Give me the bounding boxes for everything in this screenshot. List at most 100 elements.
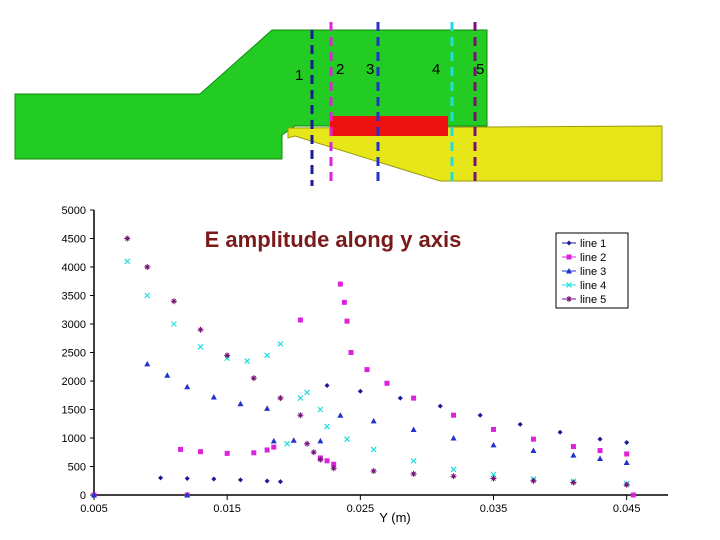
- data-point: [410, 457, 417, 464]
- y-tick-label: 0: [80, 490, 86, 502]
- data-point: [557, 429, 563, 435]
- data-point: [570, 479, 577, 486]
- data-point: [324, 458, 330, 464]
- line-number-2: 2: [336, 61, 344, 78]
- chart: 0 500 1000 1500 2000 2500 3000 3500 4000 4500 5000…: [62, 205, 668, 525]
- data-point: [250, 375, 257, 382]
- series-1: [158, 383, 630, 485]
- data-point: [410, 470, 417, 477]
- series-5: [124, 235, 630, 488]
- data-point: [451, 412, 457, 418]
- data-point: [324, 383, 330, 389]
- y-tick-label: 3000: [62, 319, 86, 331]
- data-point: [324, 423, 330, 430]
- data-point: [370, 417, 377, 424]
- data-point: [344, 436, 350, 443]
- data-point: [317, 406, 324, 413]
- data-point: [184, 383, 191, 390]
- data-point: [277, 341, 284, 347]
- data-point: [624, 451, 630, 457]
- data-point: [344, 318, 350, 324]
- data-point: [210, 393, 217, 400]
- data-point: [144, 292, 151, 299]
- cross-section-diagram: 1 2 3 4 5: [14, 22, 663, 186]
- data-point: [178, 446, 184, 452]
- data-point: [597, 448, 603, 454]
- y-tick-label: 1500: [62, 405, 86, 417]
- data-point: [224, 450, 230, 456]
- data-point: [158, 475, 164, 481]
- data-point: [623, 481, 630, 488]
- x-ticks: 0.005 0.015 0.025 0.035 0.045: [80, 495, 640, 515]
- data-point: [264, 352, 271, 359]
- data-point: [284, 440, 291, 447]
- x-tick-label: 0.025: [347, 503, 375, 515]
- legend-marker: [566, 296, 572, 302]
- series-2: [91, 281, 636, 498]
- data-point: [310, 449, 317, 456]
- data-point: [517, 421, 523, 427]
- data-point: [337, 281, 343, 287]
- data-point: [277, 479, 283, 485]
- data-point: [297, 317, 303, 323]
- data-point: [317, 437, 324, 444]
- data-point: [184, 492, 191, 498]
- data-point: [337, 412, 344, 418]
- data-point: [530, 436, 536, 442]
- data-point: [370, 468, 377, 475]
- data-point: [450, 466, 457, 473]
- legend: line 1 line 2 line 3 line 4 line 5: [555, 232, 629, 309]
- legend-marker: [566, 282, 572, 288]
- data-point: [211, 476, 217, 482]
- data-point: [597, 436, 603, 442]
- data-point: [384, 380, 390, 386]
- data-point: [237, 400, 244, 407]
- data-point: [144, 360, 151, 367]
- y-tick-label: 4000: [62, 262, 86, 274]
- data-point: [410, 426, 417, 432]
- data-point: [304, 389, 310, 396]
- data-point: [264, 405, 271, 411]
- y-tick-label: 2500: [62, 348, 86, 360]
- data-point: [124, 258, 131, 265]
- line-number-1: 1: [295, 67, 303, 84]
- data-point: [91, 492, 97, 498]
- data-point: [597, 455, 604, 462]
- data-point: [197, 343, 204, 350]
- data-point: [251, 450, 257, 456]
- data-point: [277, 395, 284, 402]
- y-tick-label: 1000: [62, 433, 86, 445]
- data-point: [304, 440, 311, 447]
- data-point: [348, 350, 354, 355]
- data-point: [271, 444, 277, 450]
- data-point: [477, 412, 483, 418]
- data-point: [370, 446, 377, 453]
- legend-label: line 2: [580, 252, 606, 264]
- data-point: [198, 449, 204, 455]
- data-point: [624, 440, 630, 446]
- data-point: [411, 395, 417, 401]
- x-tick-label: 0.015: [213, 503, 241, 515]
- data-point: [530, 477, 537, 484]
- legend-label: line 5: [580, 294, 606, 306]
- y-tick-label: 2000: [62, 376, 86, 388]
- data-point: [630, 492, 636, 498]
- data-point: [170, 298, 177, 305]
- data-point: [330, 465, 337, 472]
- data-point: [570, 452, 577, 458]
- data-point: [144, 264, 151, 270]
- line-number-5: 5: [476, 61, 484, 78]
- y-ticks: 0 500 1000 1500 2000 2500 3000 3500 4000 4500 5000: [62, 205, 94, 502]
- data-point: [170, 321, 177, 327]
- data-point: [341, 299, 347, 305]
- data-point: [164, 372, 171, 378]
- legend-label: line 1: [580, 238, 606, 250]
- legend-label: line 3: [580, 266, 606, 278]
- x-tick-label: 0.035: [480, 503, 508, 515]
- chart-title: E amplitude along y axis: [205, 227, 462, 252]
- legend-marker: [566, 240, 572, 246]
- data-point: [264, 447, 270, 453]
- x-tick-label: 0.045: [613, 503, 641, 515]
- data-point: [450, 473, 457, 480]
